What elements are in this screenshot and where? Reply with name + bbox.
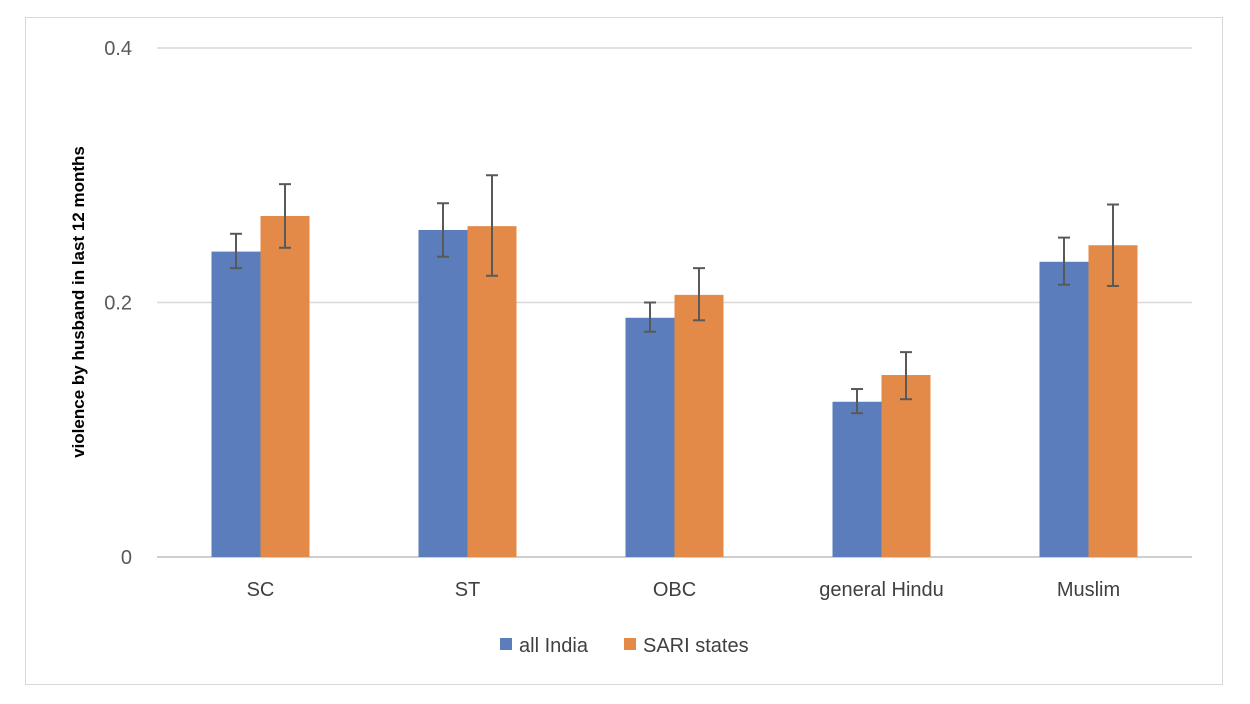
error-bar — [900, 351, 912, 401]
error-bar — [230, 232, 242, 270]
y-axis-label: violence by husband in last 12 months — [69, 146, 88, 458]
error-bar — [486, 174, 498, 277]
bar-sari-states-general-hindu — [881, 375, 931, 557]
error-bar — [644, 301, 656, 333]
legend: all India SARI states — [500, 635, 749, 657]
bar-sari-states-st — [467, 226, 517, 557]
x-axis-categories: SC ST OBC general Hindu Muslim — [247, 579, 1121, 601]
bar-all-india-muslim — [1039, 261, 1089, 557]
bar-all-india-obc — [625, 317, 675, 557]
legend-item: all India — [500, 635, 589, 657]
error-bar — [1058, 236, 1070, 286]
legend-swatch — [624, 638, 636, 650]
legend-item: SARI states — [624, 635, 749, 657]
bar-sari-states-obc — [674, 294, 724, 557]
legend-swatch — [500, 638, 512, 650]
x-category-label: SC — [247, 579, 275, 601]
legend-label: all India — [519, 635, 589, 657]
bar-all-india-general-hindu — [832, 401, 882, 557]
y-tick-label: 0.2 — [104, 293, 132, 315]
bars — [211, 215, 1138, 558]
error-bars — [230, 174, 1119, 415]
y-tick-label: 0.4 — [104, 38, 132, 60]
x-category-label: Muslim — [1057, 579, 1120, 601]
y-tick-label: 0 — [121, 547, 132, 569]
bar-all-india-sc — [211, 251, 261, 557]
bar-sari-states-muslim — [1088, 245, 1138, 558]
y-axis-ticks: 0 0.2 0.4 — [104, 38, 132, 569]
error-bar — [851, 388, 863, 415]
x-category-label: ST — [455, 579, 481, 601]
error-bar — [279, 183, 291, 249]
bar-sari-states-sc — [260, 215, 310, 557]
x-category-label: OBC — [653, 579, 696, 601]
error-bar — [1107, 203, 1119, 287]
x-category-label: general Hindu — [819, 579, 944, 601]
bar-all-india-st — [418, 229, 468, 557]
legend-label: SARI states — [643, 635, 749, 657]
error-bar — [437, 202, 449, 258]
error-bar — [693, 267, 705, 322]
